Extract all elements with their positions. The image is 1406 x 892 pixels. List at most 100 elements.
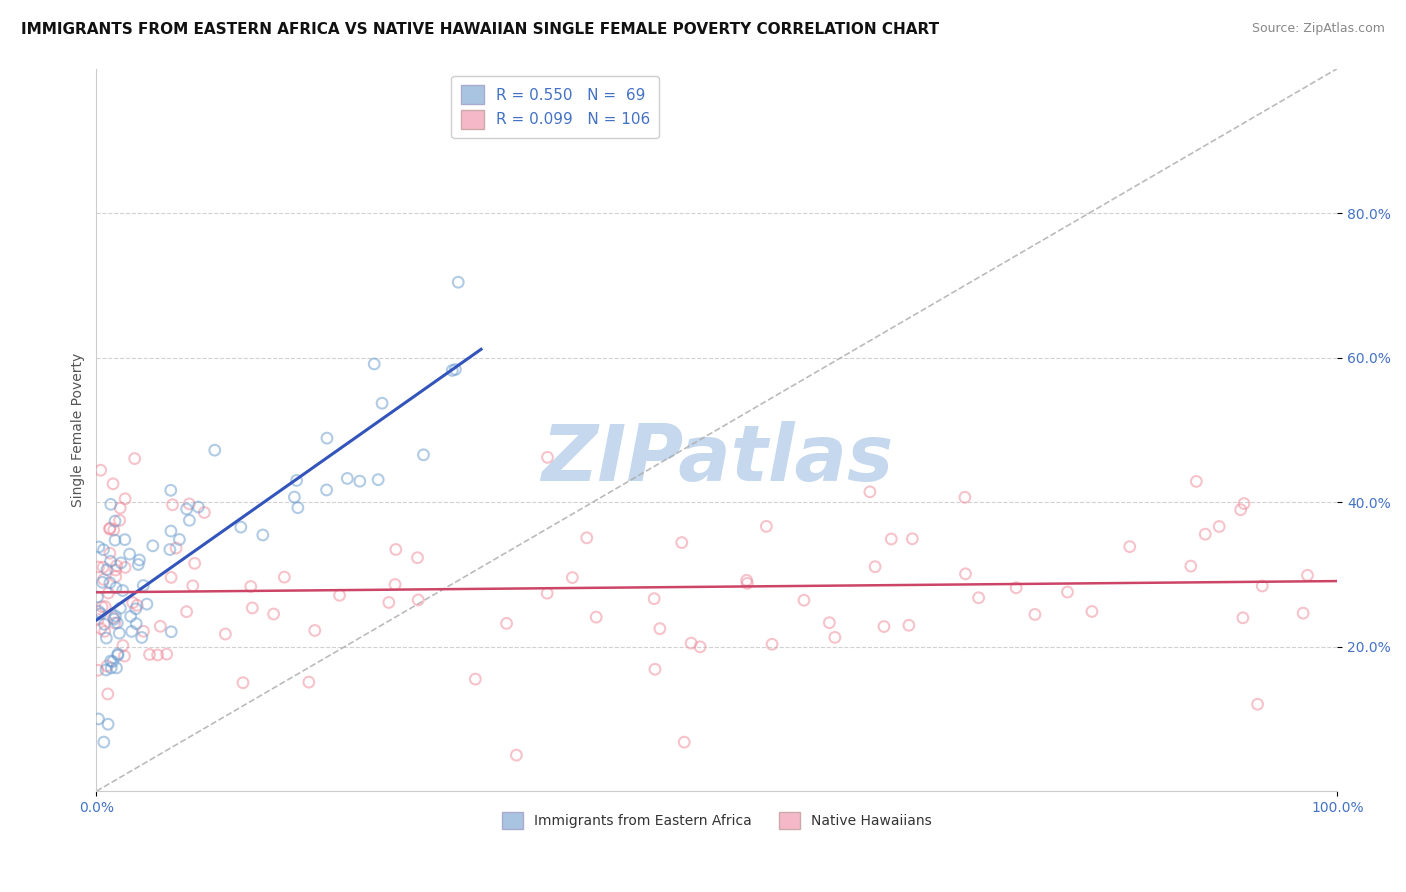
Point	[132, 578, 155, 592]
Point	[316, 431, 339, 445]
Point	[103, 611, 125, 625]
Point	[285, 474, 308, 488]
Point	[103, 612, 125, 626]
Point	[121, 596, 143, 610]
Point	[953, 491, 976, 505]
Point	[1292, 606, 1315, 620]
Point	[873, 619, 896, 633]
Point	[176, 605, 198, 619]
Text: IMMIGRANTS FROM EASTERN AFRICA VS NATIVE HAWAIIAN SINGLE FEMALE POVERTY CORRELAT: IMMIGRANTS FROM EASTERN AFRICA VS NATIVE…	[21, 22, 939, 37]
Point	[204, 443, 226, 458]
Point	[575, 531, 598, 545]
Point	[283, 490, 305, 504]
Point	[114, 560, 136, 574]
Point	[193, 506, 215, 520]
Point	[87, 604, 110, 618]
Point	[127, 558, 149, 572]
Point	[93, 624, 115, 639]
Point	[263, 607, 285, 621]
Point	[444, 362, 467, 376]
Point	[1024, 607, 1046, 622]
Point	[648, 622, 671, 636]
Point	[897, 618, 920, 632]
Point	[737, 576, 759, 591]
Point	[103, 523, 125, 537]
Point	[91, 560, 114, 574]
Point	[120, 609, 142, 624]
Point	[101, 655, 124, 669]
Point	[128, 553, 150, 567]
Point	[793, 593, 815, 607]
Point	[181, 579, 204, 593]
Point	[536, 586, 558, 600]
Point	[105, 615, 128, 630]
Point	[86, 590, 108, 604]
Point	[1081, 605, 1104, 619]
Point	[98, 575, 121, 590]
Point	[371, 396, 394, 410]
Point	[110, 601, 132, 615]
Point	[105, 558, 128, 573]
Point	[104, 563, 127, 577]
Point	[863, 559, 886, 574]
Point	[363, 357, 385, 371]
Point	[406, 550, 429, 565]
Point	[159, 542, 181, 557]
Point	[100, 497, 122, 511]
Point	[273, 570, 295, 584]
Point	[87, 663, 110, 677]
Point	[104, 514, 127, 528]
Point	[187, 500, 209, 514]
Point	[1229, 502, 1251, 516]
Point	[93, 617, 115, 632]
Point	[138, 648, 160, 662]
Point	[87, 712, 110, 726]
Point	[104, 533, 127, 548]
Point	[110, 556, 132, 570]
Point	[1232, 611, 1254, 625]
Text: Source: ZipAtlas.com: Source: ZipAtlas.com	[1251, 22, 1385, 36]
Point	[644, 662, 666, 676]
Point	[160, 624, 183, 639]
Point	[111, 639, 134, 653]
Point	[689, 640, 711, 654]
Point	[1194, 527, 1216, 541]
Point	[125, 616, 148, 631]
Point	[90, 463, 112, 477]
Point	[315, 483, 337, 497]
Point	[100, 654, 122, 668]
Point	[441, 363, 464, 377]
Point	[98, 546, 121, 560]
Point	[681, 636, 703, 650]
Point	[146, 648, 169, 662]
Point	[98, 521, 121, 535]
Text: ZIPatlas: ZIPatlas	[541, 421, 893, 497]
Point	[505, 748, 527, 763]
Point	[328, 588, 350, 602]
Point	[114, 491, 136, 506]
Point	[87, 612, 110, 626]
Point	[91, 599, 114, 614]
Point	[108, 626, 131, 640]
Point	[412, 448, 434, 462]
Point	[967, 591, 990, 605]
Point	[1251, 579, 1274, 593]
Point	[100, 661, 122, 675]
Legend: Immigrants from Eastern Africa, Native Hawaiians: Immigrants from Eastern Africa, Native H…	[496, 807, 938, 835]
Point	[97, 717, 120, 731]
Point	[252, 528, 274, 542]
Point	[1233, 497, 1256, 511]
Point	[214, 627, 236, 641]
Point	[107, 648, 129, 663]
Point	[239, 580, 262, 594]
Point	[1208, 519, 1230, 533]
Point	[96, 563, 118, 577]
Point	[124, 451, 146, 466]
Point	[447, 275, 470, 289]
Y-axis label: Single Female Poverty: Single Female Poverty	[72, 352, 86, 507]
Point	[100, 554, 122, 568]
Point	[93, 542, 115, 557]
Point	[179, 513, 201, 527]
Point	[336, 471, 359, 485]
Point	[1246, 698, 1268, 712]
